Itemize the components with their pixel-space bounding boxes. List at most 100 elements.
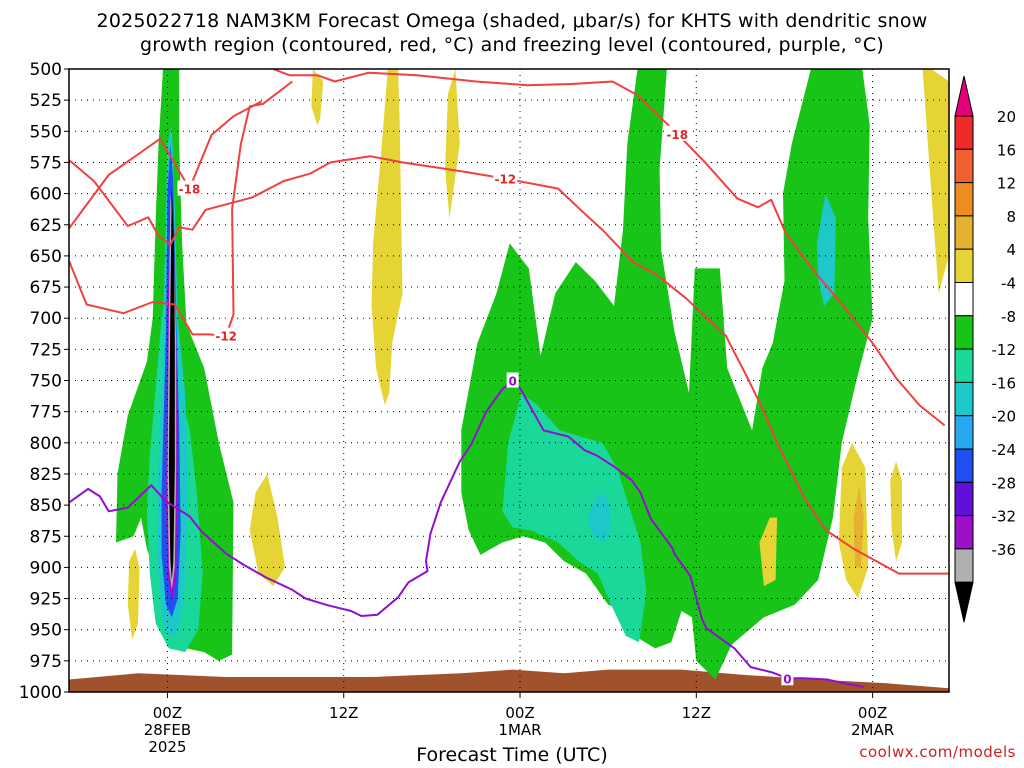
colorbar-segment: [954, 282, 974, 317]
y-axis: 500 525 550 575 600 625 650 675 700 725 750 775 800 8…: [19, 60, 69, 703]
omega-region-negative: [587, 492, 612, 543]
dgz-contour-line: [68, 155, 949, 575]
contour-layer: -18 -12 -12 -18 0 0: [68, 68, 949, 688]
freezing-level-label-bg: [781, 670, 794, 686]
colorbar-label: -24: [992, 441, 1017, 459]
colorbar-segment: [954, 148, 974, 184]
omega-region-negative: [461, 69, 873, 680]
colorbar-label: -36: [992, 541, 1017, 559]
omega-region-negative: [816, 193, 836, 306]
dgz-contour-label: -18: [666, 128, 688, 142]
y-tick-label: 875: [30, 527, 62, 547]
colorbar-label: 16: [997, 141, 1016, 159]
colorbar-segment: [954, 348, 974, 383]
colorbar-segment: [954, 448, 974, 483]
freezing-level-label-bg: [506, 372, 519, 388]
colorbar-segment: [954, 548, 974, 583]
colorbar-label: -4: [1001, 275, 1016, 293]
colorbar-segment: [954, 481, 974, 517]
x-tick-label: 2025: [148, 738, 186, 756]
chart-title-line2: growth region (contoured, red, °C) and f…: [140, 34, 884, 56]
dgz-contour-label-bg: [665, 125, 690, 141]
y-tick-label: 925: [30, 590, 62, 610]
colorbar: 20 16 12 8 4 -4 -8 -12 -16 -20 -24 -28 -32 -36: [954, 75, 1017, 623]
omega-region-negative: [502, 393, 647, 643]
dgz-contour-label: -18: [179, 183, 201, 197]
colorbar-top-arrow: [954, 75, 974, 117]
colorbar-label: -12: [992, 341, 1017, 359]
y-tick-label: 600: [30, 185, 62, 205]
omega-region-positive: [922, 69, 949, 294]
colorbar-label: 20: [997, 108, 1016, 126]
colorbar-segment: [954, 381, 974, 417]
terrain-fill: [69, 669, 949, 692]
credit-text: coolwx.com/models: [859, 743, 1016, 761]
y-tick-label: 575: [30, 153, 62, 173]
colorbar-segment: [954, 515, 974, 550]
colorbar-label: 8: [1006, 208, 1016, 226]
y-tick-label: 825: [30, 465, 62, 485]
colorbar-label: -28: [992, 474, 1017, 492]
y-tick-label: 1000: [19, 683, 62, 703]
colorbar-segment: [954, 215, 974, 250]
omega-region-positive: [127, 548, 140, 640]
y-tick-label: 950: [30, 621, 62, 641]
x-tick-label: 2MAR: [851, 721, 894, 739]
x-tick-label: 12Z: [682, 704, 711, 722]
x-tick-label: 28FEB: [144, 721, 191, 739]
omega-region-positive: [853, 486, 864, 568]
colorbar-segment: [954, 315, 974, 350]
y-tick-label: 725: [30, 340, 62, 360]
dgz-contour-label: -12: [215, 330, 237, 344]
dgz-contour-label-bg: [493, 170, 518, 186]
y-tick-label: 500: [30, 60, 62, 80]
y-tick-label: 975: [30, 652, 62, 672]
colorbar-label: -32: [992, 508, 1017, 526]
dgz-contour-label-bg: [177, 180, 202, 196]
terrain-layer: [69, 669, 949, 692]
omega-region-positive: [445, 69, 460, 219]
x-tick-label: 00Z: [505, 704, 534, 722]
omega-region-positive: [371, 69, 403, 406]
colorbar-label: 4: [1006, 241, 1016, 259]
y-tick-label: 800: [30, 434, 62, 454]
omega-region-positive: [890, 461, 902, 562]
x-tick-label: 00Z: [858, 704, 887, 722]
omega-region-positive: [249, 473, 285, 587]
y-tick-label: 900: [30, 558, 62, 578]
omega-region-positive: [311, 69, 324, 126]
colorbar-label: 12: [997, 175, 1016, 193]
colorbar-segment: [954, 248, 974, 283]
colorbar-bottom-arrow: [954, 581, 974, 623]
y-tick-label: 625: [30, 216, 62, 236]
y-tick-label: 675: [30, 278, 62, 298]
y-tick-label: 550: [30, 122, 62, 142]
dgz-contour-label: -12: [494, 173, 516, 187]
y-tick-label: 700: [30, 309, 62, 329]
colorbar-label: -8: [1001, 308, 1016, 326]
colorbar-label: -20: [992, 408, 1017, 426]
omega-region-negative: [168, 187, 175, 580]
x-axis-title: Forecast Time (UTC): [416, 744, 608, 766]
omega-shading-layer: [116, 69, 949, 680]
colorbar-segment: [954, 415, 974, 450]
y-tick-label: 850: [30, 496, 62, 516]
y-tick-label: 750: [30, 372, 62, 392]
y-tick-label: 650: [30, 247, 62, 267]
x-tick-label: 12Z: [329, 704, 358, 722]
x-tick-label: 1MAR: [498, 721, 541, 739]
y-tick-label: 525: [30, 91, 62, 111]
colorbar-segment: [954, 182, 974, 217]
freezing-level-label: 0: [783, 672, 791, 686]
colorbar-label: -16: [992, 374, 1017, 392]
freezing-level-label: 0: [508, 375, 516, 389]
y-tick-label: 775: [30, 403, 62, 423]
omega-region-positive: [759, 517, 778, 587]
omega-region-positive: [838, 442, 869, 599]
x-tick-label: 00Z: [153, 704, 182, 722]
chart-title-line1: 2025022718 NAM3KM Forecast Omega (shaded…: [96, 10, 928, 32]
colorbar-segment: [954, 115, 974, 150]
dgz-contour-label-bg: [214, 327, 239, 343]
